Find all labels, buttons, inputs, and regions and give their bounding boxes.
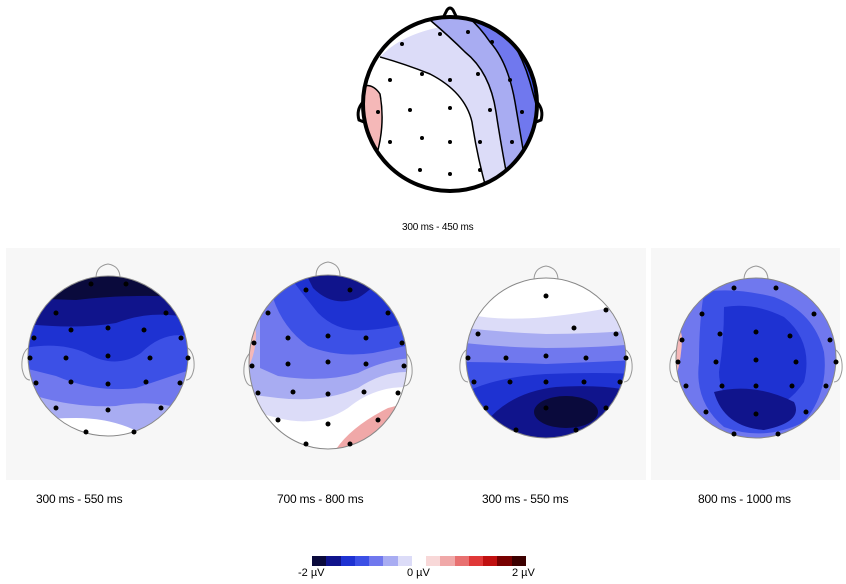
colorbar-swatch xyxy=(354,556,370,566)
colorbar-swatch xyxy=(411,556,427,566)
topomap-2 xyxy=(243,261,413,450)
ear-icon xyxy=(21,347,31,381)
colorbar-min-label: -2 µV xyxy=(298,567,325,579)
map-caption: 300 ms - 550 ms xyxy=(482,492,569,506)
nose-icon xyxy=(743,265,769,281)
colorbar-swatch xyxy=(426,556,441,566)
map-caption: 800 ms - 1000 ms xyxy=(698,492,791,506)
ear-icon xyxy=(669,349,679,383)
colorbar-swatch xyxy=(483,556,498,566)
map-caption: 700 ms - 800 ms xyxy=(277,492,364,506)
topomap-3 xyxy=(459,265,633,439)
colorbar-swatch xyxy=(497,556,512,566)
colorbar-swatch xyxy=(454,556,469,566)
ear-icon xyxy=(403,352,413,387)
topomap-top xyxy=(356,6,544,193)
colorbar-swatch xyxy=(369,556,384,566)
colorbar-swatch xyxy=(383,556,398,566)
colorbar-swatch xyxy=(326,556,341,566)
ear-icon xyxy=(243,352,253,387)
colorbar-swatch xyxy=(397,556,412,566)
map-caption: 300 ms - 550 ms xyxy=(36,492,123,506)
ear-icon xyxy=(459,349,469,383)
nose-icon xyxy=(533,265,559,281)
colorbar-swatch xyxy=(340,556,355,566)
nose-icon xyxy=(95,263,121,279)
ear-icon xyxy=(833,349,843,383)
ear-icon xyxy=(623,349,633,383)
nose-icon xyxy=(315,261,341,277)
topomap-4 xyxy=(669,265,843,439)
colorbar-mid-label: 0 µV xyxy=(407,567,430,579)
nose-icon xyxy=(440,6,460,21)
colorbar-max-label: 2 µV xyxy=(512,567,535,579)
colorbar xyxy=(312,556,526,566)
colorbar-swatch xyxy=(468,556,484,566)
colorbar-swatch xyxy=(511,556,526,566)
map-caption: 300 ms - 450 ms xyxy=(402,222,474,233)
colorbar-swatch xyxy=(440,556,455,566)
topomap-1 xyxy=(21,263,195,437)
ear-icon xyxy=(185,347,195,381)
colorbar-swatch xyxy=(312,556,327,566)
